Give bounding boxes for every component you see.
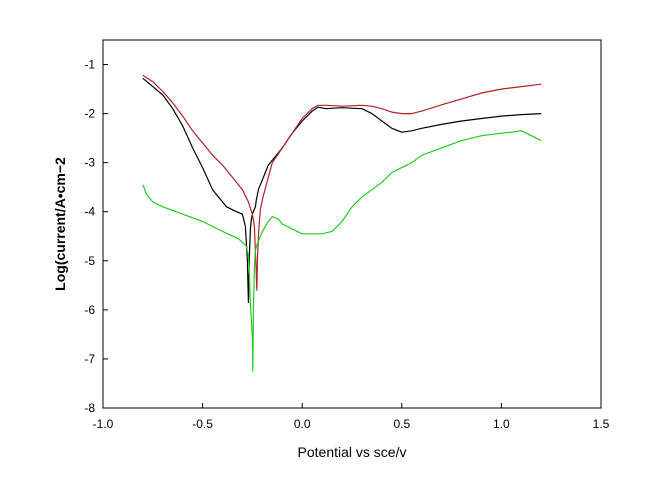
series-line-1 [142, 77, 542, 304]
y-axis: -8 -7 -6 -5 -4 -3 -2 -1 [84, 58, 108, 415]
x-tick-label: 0.5 [393, 417, 410, 431]
y-tick-label: -5 [84, 254, 95, 268]
y-tick-label: -7 [84, 352, 95, 366]
plot-area [102, 39, 602, 409]
y-tick-label: -1 [84, 58, 95, 72]
y-tick-label: -6 [84, 303, 95, 317]
x-axis: -1.0 -0.5 0.0 0.5 1.0 1.5 [93, 403, 610, 431]
y-tick-label: -4 [84, 205, 95, 219]
y-tick-label: -3 [84, 156, 95, 170]
y-axis-title: Log(current/A•cm−2 [52, 157, 68, 291]
series-line-2 [142, 74, 542, 291]
x-tick-label: 1.5 [593, 417, 610, 431]
series-group [142, 74, 542, 372]
series-line-3 [142, 130, 542, 372]
x-tick-label: 0.0 [294, 417, 311, 431]
x-tick-label: 1.0 [493, 417, 510, 431]
y-tick-label: -8 [84, 401, 95, 415]
y-tick-label: -2 [84, 107, 95, 121]
x-tick-label: -0.5 [192, 417, 213, 431]
x-tick-label: -1.0 [93, 417, 114, 431]
x-axis-title: Potential vs sce/v [298, 444, 407, 460]
